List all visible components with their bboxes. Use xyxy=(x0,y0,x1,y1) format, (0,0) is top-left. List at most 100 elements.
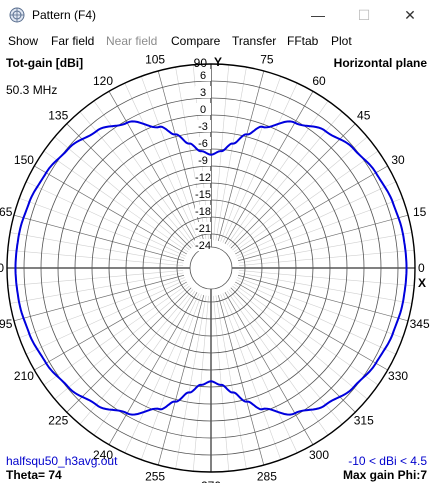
angle-label: 45 xyxy=(357,108,371,122)
fine-spoke xyxy=(222,82,298,243)
polar-chart: 630-3-6-9-12-15-18-21-24 015304560759010… xyxy=(0,52,430,483)
menu-compare[interactable]: Compare xyxy=(171,34,221,48)
menu-show[interactable]: Show xyxy=(8,34,39,48)
spoke-line xyxy=(108,91,198,244)
fine-spoke xyxy=(25,279,186,355)
fine-spoke xyxy=(220,294,282,460)
fine-spoke xyxy=(192,295,209,472)
fine-spoke xyxy=(237,197,403,259)
angle-label: 300 xyxy=(309,448,329,462)
radial-tick-bg xyxy=(195,120,211,132)
angle-label: 225 xyxy=(48,414,68,428)
radial-tick-label: -21 xyxy=(195,223,211,235)
close-icon: ✕ xyxy=(404,6,416,23)
fine-spoke xyxy=(238,249,415,266)
fine-spoke xyxy=(54,136,190,251)
plot-quantity-label: Tot-gain [dBi] xyxy=(6,56,84,70)
fine-spoke xyxy=(213,64,230,241)
minimize-icon: — xyxy=(311,7,325,23)
theta-label: Theta= 74 xyxy=(6,468,62,482)
radial-tick-bg xyxy=(195,69,211,81)
radial-tick-label: -12 xyxy=(195,172,211,184)
radial-tick-label: -9 xyxy=(198,155,208,167)
fine-spoke xyxy=(220,76,282,242)
spoke-line xyxy=(235,281,388,371)
spoke-line xyxy=(34,165,187,255)
title-bar: Pattern (F4) — ☐ ✕ xyxy=(0,0,433,30)
fine-spoke xyxy=(233,150,379,253)
fine-spoke xyxy=(222,293,298,454)
fine-spoke xyxy=(228,289,343,425)
radial-tick-bg xyxy=(195,86,211,98)
spoke-line xyxy=(157,294,205,466)
fine-spoke xyxy=(7,270,184,287)
maximize-button[interactable]: ☐ xyxy=(341,0,387,30)
spoke-line xyxy=(34,281,187,371)
angle-label: 285 xyxy=(257,470,277,483)
fine-spoke xyxy=(19,277,185,339)
fine-spoke xyxy=(175,295,207,469)
angle-label: 330 xyxy=(388,369,408,383)
fine-spoke xyxy=(140,294,202,460)
fine-spoke xyxy=(93,100,196,246)
fine-spoke xyxy=(43,283,189,386)
menu-fftab[interactable]: FFtab xyxy=(287,34,319,48)
angle-label: 90 xyxy=(194,56,208,70)
fine-spoke xyxy=(233,283,379,386)
spoke-line xyxy=(237,214,409,262)
spoke-line xyxy=(217,294,265,466)
fine-spoke xyxy=(238,270,415,287)
fine-spoke xyxy=(226,290,329,436)
angle-label: 60 xyxy=(312,74,326,88)
menu-plot[interactable]: Plot xyxy=(331,34,352,48)
minimize-button[interactable]: — xyxy=(295,0,341,30)
fine-spoke xyxy=(228,111,343,247)
angle-label: 75 xyxy=(260,52,274,66)
radial-tick-label: 3 xyxy=(200,87,206,99)
angle-label: 195 xyxy=(0,317,13,331)
menu-transfer[interactable]: Transfer xyxy=(232,34,277,48)
fine-spoke xyxy=(54,285,190,400)
angle-label: 105 xyxy=(145,52,165,66)
angle-label: 165 xyxy=(0,205,13,219)
spoke-line xyxy=(224,91,314,244)
fine-spoke xyxy=(238,272,412,304)
fine-spoke xyxy=(19,197,185,259)
angle-label: 240 xyxy=(93,448,113,462)
spoke-line xyxy=(224,292,314,445)
maximize-icon: ☐ xyxy=(357,6,371,23)
menu-near-field: Near field xyxy=(106,34,158,48)
angle-label: 135 xyxy=(48,108,68,122)
fine-spoke xyxy=(237,277,403,339)
angle-label: 255 xyxy=(145,470,165,483)
radial-tick-bg xyxy=(195,222,211,234)
angle-label: 180 xyxy=(0,261,4,275)
radial-tick-label: -15 xyxy=(195,189,211,201)
fine-spoke xyxy=(232,136,368,251)
fine-spoke xyxy=(232,285,368,400)
fine-spoke xyxy=(124,82,200,243)
y-axis-letter: Y xyxy=(214,55,222,69)
pattern-trace xyxy=(14,120,408,416)
angle-label: 15 xyxy=(413,205,427,219)
fine-spoke xyxy=(25,181,186,257)
hub-ring xyxy=(189,246,233,290)
spoke-line xyxy=(108,292,198,445)
fine-spoke xyxy=(215,67,247,241)
fine-spoke xyxy=(236,279,397,355)
plot-plane-label: Horizontal plane xyxy=(333,56,427,70)
window-title: Pattern (F4) xyxy=(32,8,97,22)
fine-spoke xyxy=(236,181,397,257)
radial-tick-label: -3 xyxy=(198,121,208,133)
menu-far-field[interactable]: Far field xyxy=(51,34,95,48)
fine-spoke xyxy=(7,249,184,266)
fine-spoke xyxy=(238,232,412,264)
angle-label: 30 xyxy=(391,153,405,167)
close-button[interactable]: ✕ xyxy=(387,0,433,30)
angle-label: 0 xyxy=(418,261,425,275)
angle-label: 345 xyxy=(410,317,430,331)
x-axis-letter: X xyxy=(418,276,426,290)
radial-tick-label: -24 xyxy=(195,240,211,252)
menu-bar: Show Far field Near field Compare Transf… xyxy=(0,30,433,51)
spoke-line xyxy=(230,123,356,249)
